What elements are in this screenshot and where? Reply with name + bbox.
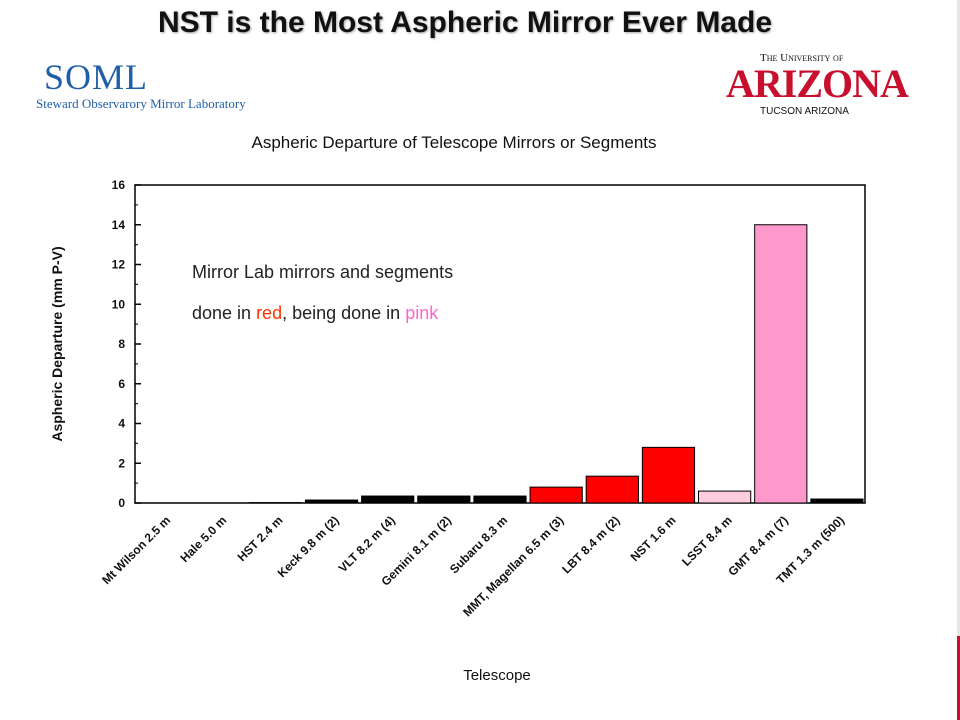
annotation-line-2: done in red, being done in pink xyxy=(192,303,439,323)
y-tick-label: 16 xyxy=(112,178,126,192)
bar xyxy=(529,486,583,504)
x-tick-label: Mt Wilson 2.5 m xyxy=(99,513,173,587)
y-axis-label: Aspheric Departure (mm P-V) xyxy=(49,246,65,441)
chart-title: Aspheric Departure of Telescope Mirrors … xyxy=(251,133,656,152)
soml-logo-text: Steward Observarory Mirror Laboratory xyxy=(36,96,246,111)
x-tick-label: HST 2.4 m xyxy=(235,513,286,564)
bar xyxy=(698,490,752,504)
annotation-red-word: red xyxy=(256,303,282,323)
x-tick-label: NST 1.6 m xyxy=(628,513,679,564)
y-tick-label: 0 xyxy=(118,496,125,510)
university-of-arizona-logo: The University of ARIZONA TUCSON ARIZONA xyxy=(726,50,909,122)
x-tick-label: MMT, Magellan 6.5 m (3) xyxy=(460,513,566,619)
x-tick-label: LSST 8.4 m xyxy=(679,513,735,569)
y-tick-label: 6 xyxy=(118,377,125,391)
x-tick-label: Subaru 8.3 m xyxy=(447,513,510,576)
bar xyxy=(810,498,864,504)
bar xyxy=(417,495,471,504)
y-tick-label: 12 xyxy=(112,258,126,272)
annotation-prefix: done in xyxy=(192,303,256,323)
bar xyxy=(473,495,527,504)
x-axis-label: Telescope xyxy=(463,667,531,684)
slide-title: NST is the Most Aspheric Mirror Ever Mad… xyxy=(157,6,773,39)
annotation-pink-word: pink xyxy=(405,303,439,323)
y-tick-label: 10 xyxy=(112,297,126,311)
ua-logo-bottom-text: TUCSON ARIZONA xyxy=(760,106,849,117)
ua-logo-top-text: The University of xyxy=(760,52,844,64)
bar xyxy=(361,495,415,504)
bar xyxy=(641,446,696,504)
red-accent-bar xyxy=(957,636,960,720)
y-tick-label: 14 xyxy=(112,218,126,232)
y-tick-label: 2 xyxy=(118,456,125,470)
x-tick-label: LBT 8.4 m (2) xyxy=(559,513,622,576)
annotation-line-1: Mirror Lab mirrors and segments xyxy=(192,262,453,282)
slide-edge xyxy=(957,0,960,720)
bar xyxy=(304,499,359,504)
ua-logo-main-text: ARIZONA xyxy=(726,61,909,106)
bar xyxy=(754,224,808,504)
y-tick-label: 4 xyxy=(118,417,125,431)
bars xyxy=(248,224,864,504)
soml-logo: SOML Steward Observarory Mirror Laborato… xyxy=(36,56,296,116)
bar xyxy=(585,475,639,504)
annotation-middle: , being done in xyxy=(282,303,405,323)
soml-logo-mark: SOML xyxy=(44,57,149,97)
y-axis-ticks: 0 2 4 6 8 10 12 14 16 xyxy=(112,178,141,510)
x-tick-label: Hale 5.0 m xyxy=(177,513,229,565)
bar-chart: Aspheric Departure of Telescope Mirrors … xyxy=(49,133,866,684)
y-tick-label: 8 xyxy=(118,337,125,351)
x-tick-label: VLT 8.2 m (4) xyxy=(336,513,398,575)
